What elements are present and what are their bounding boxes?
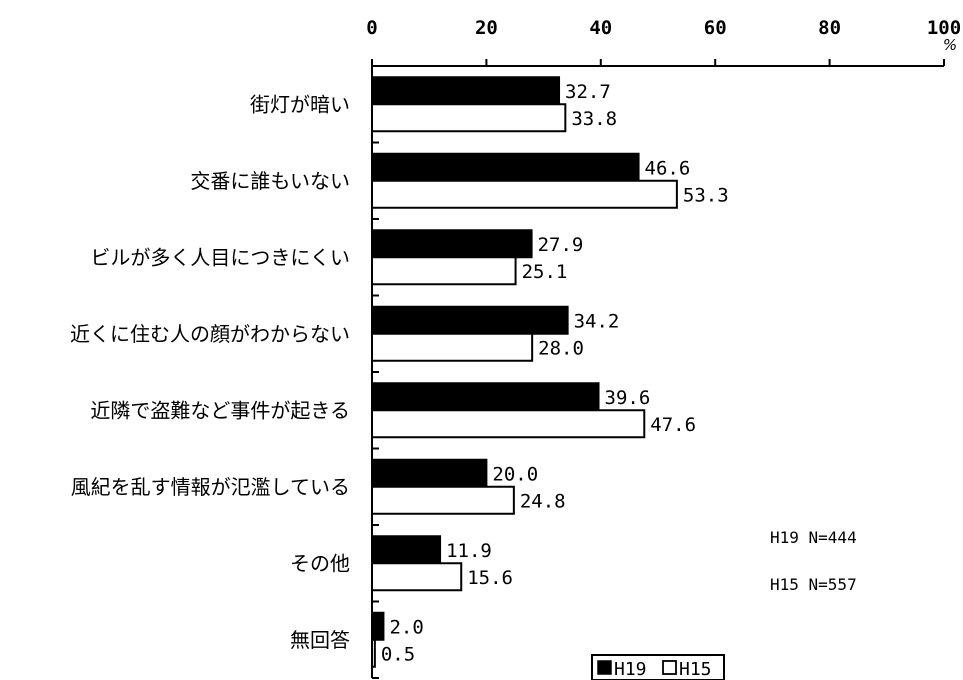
x-tick-label: 20 [475,17,498,39]
value-label-h15: 47.6 [650,414,696,436]
value-label-h19: 20.0 [492,463,538,485]
value-label-h19: 11.9 [446,540,492,562]
bar-h19 [371,382,600,412]
category-label: 近くに住む人の顔がわからない [70,322,350,346]
value-label-h19: 2.0 [389,616,423,638]
value-label-h15: 15.6 [467,567,513,589]
value-label-h15: 33.8 [571,108,617,130]
category-label: 交番に誰もいない [190,169,350,193]
value-label-h15: 28.0 [538,337,584,359]
bar-h15 [371,638,376,668]
bar-h15 [371,485,515,515]
value-label-h19: 32.7 [565,81,611,103]
value-label-h15: 53.3 [683,184,729,206]
category-labels: 街灯が暗い交番に誰もいないビルが多く人目につきにくい近くに住む人の顔がわからない… [70,92,350,652]
x-axis-unit: % [943,36,957,54]
x-tick-label: 100 [927,17,961,39]
value-label-h15: 0.5 [381,643,415,665]
legend-frame [591,654,725,680]
value-label-h19: 27.9 [538,234,584,256]
category-label: ビルが多く人目につきにくい [90,245,350,269]
bar-h19 [371,229,533,259]
bar-h15 [371,103,567,133]
annotation-h19-n: H19 N=444 [770,528,857,547]
value-label-h15: 24.8 [520,490,566,512]
value-label-h19: 34.2 [574,310,620,332]
category-label: 街灯が暗い [250,92,350,116]
x-tick-label: 60 [704,17,727,39]
bar-h19 [371,76,561,106]
bar-h15 [371,179,678,209]
bar-h19 [371,152,640,182]
bar-h15 [371,409,646,439]
value-labels: 32.7 33.8 46.6 53.3 27.9 25.1 34.2 28.0 39.6 47.6… [381,81,729,666]
value-label-h15: 25.1 [522,261,568,283]
legend-label-h15: H15 [679,659,712,680]
bar-h15 [371,562,463,592]
legend-swatch-h15 [662,660,677,675]
bar-h19 [371,611,385,641]
category-label: 近隣で盗難など事件が起きる [90,398,350,422]
x-tick-label: 80 [818,17,841,39]
bars [371,76,678,668]
bar-h15 [371,256,517,286]
category-label: 無回答 [290,628,350,652]
bar-h19 [371,458,488,488]
legend-label-h19: H19 [614,659,647,680]
x-tick-label: 40 [589,17,612,39]
value-label-h19: 46.6 [645,157,691,179]
bar-h19 [371,535,442,565]
annotation-h15-n: H15 N=557 [770,575,857,594]
category-label: 風紀を乱す情報が氾濫している [71,475,350,499]
bar-h15 [371,332,534,362]
value-label-h19: 39.6 [605,387,651,409]
legend: H19 H15 [591,654,725,680]
x-tick-label: 0 [366,17,377,39]
legend-swatch-h19 [597,660,612,675]
bar-h19 [371,305,569,335]
category-label: その他 [290,551,350,575]
